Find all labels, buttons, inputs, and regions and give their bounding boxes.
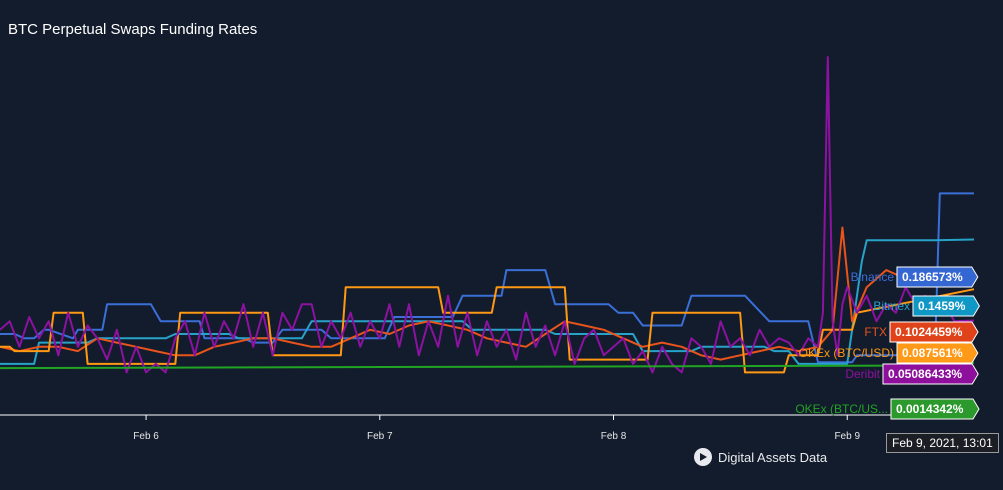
series-value-text-1: 0.1459% [918, 299, 966, 313]
series-line-1 [0, 238, 975, 365]
series-value-tag-4: 0.05086433% [882, 363, 979, 385]
series-value-tag-2: 0.1024459% [889, 321, 979, 343]
series-value-tag-bg-4 [882, 363, 979, 385]
series-line-0 [0, 192, 974, 364]
series-value-text-3: 0.087561% [902, 346, 963, 360]
crosshair-time-tooltip: Feb 9, 2021, 13:01 [886, 433, 999, 453]
series-name-label-1: Bitmex [873, 299, 910, 313]
watermark: Digital Assets Data [694, 448, 827, 466]
series-name-label-4: Deribit [845, 367, 880, 381]
watermark-text: Digital Assets Data [718, 449, 828, 465]
series-value-tag-5: 0.0014342% [890, 398, 980, 420]
series-name-label-0: Binance [851, 270, 895, 284]
series-value-text-2: 0.1024459% [895, 325, 963, 339]
x-tick-label: Feb 7 [367, 431, 393, 442]
series-value-text-5: 0.0014342% [896, 402, 964, 416]
x-tick-label: Feb 8 [601, 431, 627, 442]
series-value-tag-3: 0.087561% [896, 342, 979, 364]
series-value-text-0: 0.186573% [902, 270, 963, 284]
series-name-label-2: FTX [864, 325, 887, 339]
series-line-4 [0, 56, 975, 374]
series-value-tag-bg-1 [912, 295, 980, 317]
series-name-label-3: OKEx (BTC/USD) [799, 346, 894, 360]
series-line-2 [0, 226, 975, 361]
series-value-tag-0: 0.186573% [896, 266, 979, 288]
series-value-tag-bg-5 [890, 398, 980, 420]
x-tick-label: Feb 6 [133, 431, 159, 442]
chart-title: BTC Perpetual Swaps Funding Rates [8, 21, 258, 38]
series-legend: Binance 0.186573% Bitmex 0.1459% FTX 0.102445… [795, 266, 980, 420]
x-axis-ticks: Feb 6 Feb 7 Feb 8 Feb 9 [133, 415, 860, 442]
series-name-label-5: OKEx (BTC/US... [795, 402, 888, 416]
play-logo-icon [694, 448, 712, 466]
series-value-tag-1: 0.1459% [912, 295, 980, 317]
x-tick-label: Feb 9 [834, 431, 860, 442]
series-value-tag-bg-0 [896, 266, 979, 288]
series-lines [0, 56, 975, 374]
series-value-tag-bg-2 [889, 321, 979, 343]
series-value-text-4: 0.05086433% [888, 367, 962, 381]
series-value-tag-bg-3 [896, 342, 979, 364]
